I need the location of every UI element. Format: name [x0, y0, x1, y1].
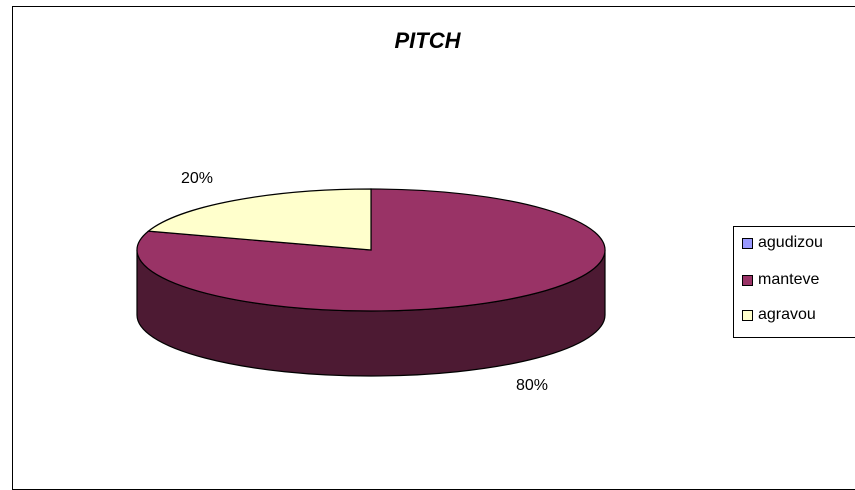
legend-item-agudizou: agudizou — [742, 234, 823, 252]
legend-swatch-manteve — [742, 274, 753, 286]
data-label-manteve: 80% — [516, 377, 549, 394]
data-label-agravou: 20% — [181, 170, 214, 187]
chart-title: PITCH — [394, 28, 461, 53]
legend: agudizou manteve agravou — [733, 226, 855, 338]
legend-item-agravou: agravou — [742, 306, 816, 324]
pie-slice-agravou — [146, 188, 372, 251]
legend-swatch-agravou — [742, 309, 753, 321]
legend-label-agudizou: agudizou — [758, 234, 823, 251]
legend-label-agravou: agravou — [758, 306, 816, 323]
legend-swatch-agudizou — [742, 237, 753, 249]
legend-label-manteve: manteve — [758, 271, 820, 288]
legend-item-manteve: manteve — [742, 271, 819, 289]
